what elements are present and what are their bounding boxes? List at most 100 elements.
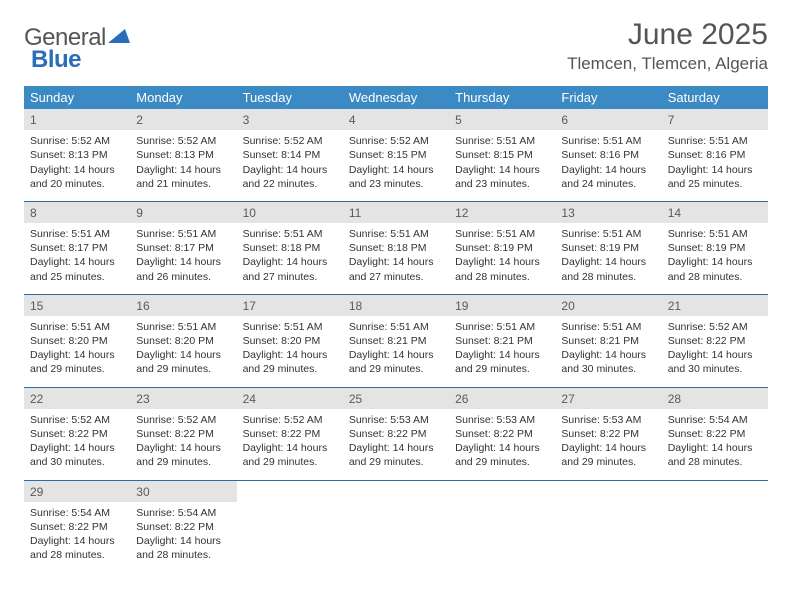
day-number-cell: 14 bbox=[662, 201, 768, 223]
sunset-line: Sunset: 8:16 PM bbox=[668, 148, 762, 162]
day-info-cell: Sunrise: 5:51 AMSunset: 8:16 PMDaylight:… bbox=[662, 130, 768, 201]
sunset-line: Sunset: 8:17 PM bbox=[30, 241, 124, 255]
day-number-cell: 28 bbox=[662, 387, 768, 409]
sunset-line: Sunset: 8:22 PM bbox=[668, 334, 762, 348]
day-number-cell: 4 bbox=[343, 109, 449, 130]
day-info-cell bbox=[237, 502, 343, 573]
day-info-cell: Sunrise: 5:51 AMSunset: 8:20 PMDaylight:… bbox=[130, 316, 236, 387]
sunset-line: Sunset: 8:21 PM bbox=[349, 334, 443, 348]
sunset-line: Sunset: 8:15 PM bbox=[349, 148, 443, 162]
day-number-cell: 21 bbox=[662, 294, 768, 316]
page-title: June 2025 bbox=[567, 18, 768, 52]
daylight-line: Daylight: 14 hours and 29 minutes. bbox=[136, 441, 230, 469]
sunset-line: Sunset: 8:14 PM bbox=[243, 148, 337, 162]
day-info-cell: Sunrise: 5:53 AMSunset: 8:22 PMDaylight:… bbox=[555, 409, 661, 480]
daylight-line: Daylight: 14 hours and 27 minutes. bbox=[243, 255, 337, 283]
day-info-row: Sunrise: 5:52 AMSunset: 8:13 PMDaylight:… bbox=[24, 130, 768, 201]
day-number-cell: 26 bbox=[449, 387, 555, 409]
logo-blue-wrap: Blue bbox=[31, 46, 81, 74]
day-info-cell: Sunrise: 5:51 AMSunset: 8:20 PMDaylight:… bbox=[237, 316, 343, 387]
day-info-cell: Sunrise: 5:51 AMSunset: 8:18 PMDaylight:… bbox=[343, 223, 449, 294]
sunset-line: Sunset: 8:19 PM bbox=[455, 241, 549, 255]
sunset-line: Sunset: 8:20 PM bbox=[136, 334, 230, 348]
day-info-cell: Sunrise: 5:54 AMSunset: 8:22 PMDaylight:… bbox=[662, 409, 768, 480]
sunrise-line: Sunrise: 5:52 AM bbox=[243, 134, 337, 148]
day-info-cell: Sunrise: 5:52 AMSunset: 8:15 PMDaylight:… bbox=[343, 130, 449, 201]
day-number-row: 891011121314 bbox=[24, 201, 768, 223]
day-info-cell: Sunrise: 5:53 AMSunset: 8:22 PMDaylight:… bbox=[449, 409, 555, 480]
day-info-cell bbox=[555, 502, 661, 573]
day-number-cell: 23 bbox=[130, 387, 236, 409]
daylight-line: Daylight: 14 hours and 30 minutes. bbox=[668, 348, 762, 376]
day-number-cell: 13 bbox=[555, 201, 661, 223]
day-info-cell: Sunrise: 5:51 AMSunset: 8:17 PMDaylight:… bbox=[24, 223, 130, 294]
day-number-row: 1234567 bbox=[24, 109, 768, 130]
daylight-line: Daylight: 14 hours and 30 minutes. bbox=[30, 441, 124, 469]
header: General June 2025 Tlemcen, Tlemcen, Alge… bbox=[24, 18, 768, 74]
daylight-line: Daylight: 14 hours and 27 minutes. bbox=[349, 255, 443, 283]
day-info-cell bbox=[662, 502, 768, 573]
day-info-cell: Sunrise: 5:51 AMSunset: 8:21 PMDaylight:… bbox=[555, 316, 661, 387]
sunset-line: Sunset: 8:22 PM bbox=[30, 427, 124, 441]
day-number-cell: 22 bbox=[24, 387, 130, 409]
sunrise-line: Sunrise: 5:52 AM bbox=[30, 134, 124, 148]
sunset-line: Sunset: 8:22 PM bbox=[455, 427, 549, 441]
sunrise-line: Sunrise: 5:51 AM bbox=[349, 227, 443, 241]
day-info-cell: Sunrise: 5:51 AMSunset: 8:20 PMDaylight:… bbox=[24, 316, 130, 387]
sunrise-line: Sunrise: 5:52 AM bbox=[136, 134, 230, 148]
daylight-line: Daylight: 14 hours and 23 minutes. bbox=[455, 163, 549, 191]
sunset-line: Sunset: 8:22 PM bbox=[561, 427, 655, 441]
weekday-header: Friday bbox=[555, 86, 661, 109]
daylight-line: Daylight: 14 hours and 29 minutes. bbox=[243, 348, 337, 376]
daylight-line: Daylight: 14 hours and 20 minutes. bbox=[30, 163, 124, 191]
day-number-cell: 11 bbox=[343, 201, 449, 223]
sunrise-line: Sunrise: 5:51 AM bbox=[561, 227, 655, 241]
sunset-line: Sunset: 8:13 PM bbox=[136, 148, 230, 162]
sunrise-line: Sunrise: 5:51 AM bbox=[136, 227, 230, 241]
day-info-cell: Sunrise: 5:52 AMSunset: 8:22 PMDaylight:… bbox=[130, 409, 236, 480]
daylight-line: Daylight: 14 hours and 26 minutes. bbox=[136, 255, 230, 283]
sunset-line: Sunset: 8:22 PM bbox=[243, 427, 337, 441]
day-info-cell: Sunrise: 5:51 AMSunset: 8:16 PMDaylight:… bbox=[555, 130, 661, 201]
location-label: Tlemcen, Tlemcen, Algeria bbox=[567, 54, 768, 74]
day-number-cell: 30 bbox=[130, 480, 236, 502]
title-block: June 2025 Tlemcen, Tlemcen, Algeria bbox=[567, 18, 768, 74]
day-info-cell: Sunrise: 5:51 AMSunset: 8:19 PMDaylight:… bbox=[449, 223, 555, 294]
sunrise-line: Sunrise: 5:51 AM bbox=[668, 134, 762, 148]
day-number-cell: 3 bbox=[237, 109, 343, 130]
day-number-cell: 7 bbox=[662, 109, 768, 130]
sunset-line: Sunset: 8:16 PM bbox=[561, 148, 655, 162]
day-info-cell: Sunrise: 5:51 AMSunset: 8:21 PMDaylight:… bbox=[343, 316, 449, 387]
sunrise-line: Sunrise: 5:51 AM bbox=[30, 227, 124, 241]
daylight-line: Daylight: 14 hours and 28 minutes. bbox=[561, 255, 655, 283]
day-number-cell bbox=[237, 480, 343, 502]
sunset-line: Sunset: 8:21 PM bbox=[561, 334, 655, 348]
calendar-table: Sunday Monday Tuesday Wednesday Thursday… bbox=[24, 86, 768, 572]
day-number-cell: 10 bbox=[237, 201, 343, 223]
daylight-line: Daylight: 14 hours and 25 minutes. bbox=[30, 255, 124, 283]
daylight-line: Daylight: 14 hours and 29 minutes. bbox=[455, 348, 549, 376]
daylight-line: Daylight: 14 hours and 24 minutes. bbox=[561, 163, 655, 191]
sunrise-line: Sunrise: 5:53 AM bbox=[561, 413, 655, 427]
daylight-line: Daylight: 14 hours and 28 minutes. bbox=[668, 441, 762, 469]
day-info-cell: Sunrise: 5:51 AMSunset: 8:18 PMDaylight:… bbox=[237, 223, 343, 294]
weekday-header: Saturday bbox=[662, 86, 768, 109]
sunset-line: Sunset: 8:18 PM bbox=[243, 241, 337, 255]
sunset-line: Sunset: 8:18 PM bbox=[349, 241, 443, 255]
sunrise-line: Sunrise: 5:51 AM bbox=[455, 134, 549, 148]
weekday-header: Wednesday bbox=[343, 86, 449, 109]
sunrise-line: Sunrise: 5:54 AM bbox=[30, 506, 124, 520]
day-number-cell: 17 bbox=[237, 294, 343, 316]
day-info-row: Sunrise: 5:52 AMSunset: 8:22 PMDaylight:… bbox=[24, 409, 768, 480]
daylight-line: Daylight: 14 hours and 29 minutes. bbox=[455, 441, 549, 469]
daylight-line: Daylight: 14 hours and 21 minutes. bbox=[136, 163, 230, 191]
day-number-cell: 25 bbox=[343, 387, 449, 409]
day-info-cell: Sunrise: 5:52 AMSunset: 8:22 PMDaylight:… bbox=[237, 409, 343, 480]
sunrise-line: Sunrise: 5:52 AM bbox=[136, 413, 230, 427]
day-info-cell: Sunrise: 5:52 AMSunset: 8:13 PMDaylight:… bbox=[24, 130, 130, 201]
day-number-cell: 16 bbox=[130, 294, 236, 316]
day-number-cell: 8 bbox=[24, 201, 130, 223]
day-number-row: 22232425262728 bbox=[24, 387, 768, 409]
sunrise-line: Sunrise: 5:51 AM bbox=[561, 320, 655, 334]
day-number-cell bbox=[555, 480, 661, 502]
